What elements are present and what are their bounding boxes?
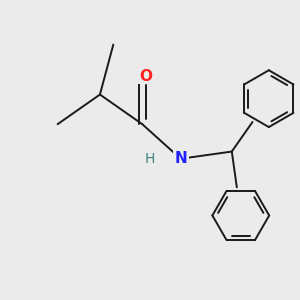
Text: H: H bbox=[145, 152, 155, 166]
Text: O: O bbox=[139, 69, 152, 84]
Text: N: N bbox=[174, 151, 187, 166]
